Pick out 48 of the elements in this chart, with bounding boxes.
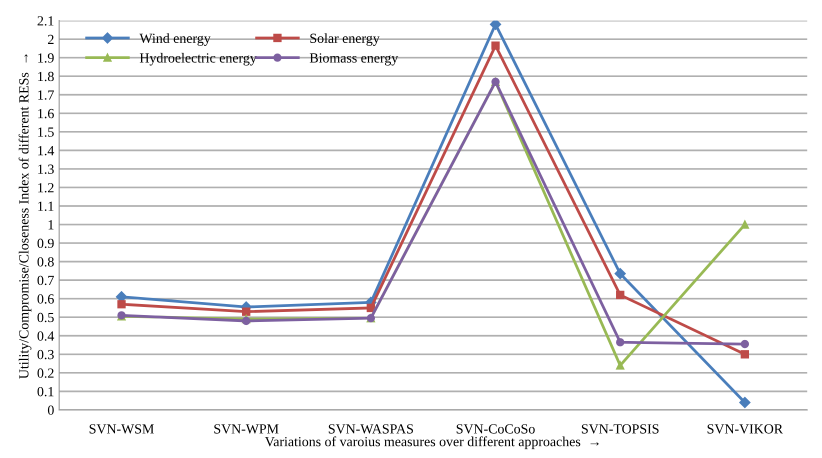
point (739, 396, 750, 408)
y-tick-label: 1.5 (38, 127, 54, 137)
y-tick-label: 1.1 (38, 202, 54, 212)
y-tick-label: 0.3 (37, 350, 54, 360)
x-tick-label: SVN-WPM (214, 424, 279, 434)
point (616, 290, 624, 300)
x-axis-title: Variations of varoius measures over different approaches → (264, 436, 599, 450)
y-tick-label: 0.6 (37, 294, 54, 304)
y-tick-label: 1.3 (38, 164, 54, 174)
y-tick-label: 0 (48, 405, 54, 415)
y-axis-title: Utility/Compromise/Closeness Index of different RESs → (18, 54, 32, 379)
point (614, 268, 626, 280)
x-tick-label: SVN-WASPAS (328, 424, 413, 434)
point (740, 340, 750, 348)
point (616, 338, 624, 346)
legend-label: Hydroelectric energy (140, 52, 257, 66)
x-tick-label: SVN-TOPSIS (582, 424, 659, 434)
y-tick-label: 1 (48, 220, 54, 230)
point (366, 304, 376, 312)
point (491, 41, 500, 50)
y-tick-label: 1.9 (38, 53, 54, 63)
legend-label: Solar energy (310, 33, 380, 46)
point (490, 20, 502, 30)
y-tick-label: 0.8 (37, 257, 54, 267)
y-tick-label: 0.7 (37, 276, 54, 286)
legend-label: Wind energy (139, 33, 211, 46)
y-tick-label: 1.7 (38, 90, 54, 100)
y-tick-label: 0.1 (37, 386, 54, 396)
y-tick-label: 0.9 (37, 238, 54, 248)
y-tick-label: 2.1 (38, 16, 54, 26)
point (242, 316, 250, 326)
point (117, 300, 126, 308)
point (740, 220, 750, 229)
y-tick-label: 1.8 (38, 72, 54, 82)
y-tick-label: 0.4 (37, 331, 54, 341)
y-tick-label: 1.4 (38, 146, 54, 156)
point (616, 361, 624, 370)
x-tick-label: SVN-WSM (90, 424, 154, 434)
x-tick-label: SVN-CoCoSo (456, 424, 535, 434)
y-tick-label: 2 (48, 34, 54, 44)
y-tick-label: 1.6 (38, 108, 54, 118)
y-tick-label: 0.2 (37, 368, 54, 378)
x-tick-label: SVN-VIKOR (708, 424, 784, 434)
point (740, 350, 750, 358)
legend-label: Biomass energy (310, 53, 398, 66)
y-tick-label: 0.5 (37, 312, 54, 322)
y-tick-label: 1.2 (38, 183, 54, 192)
point (242, 307, 250, 316)
